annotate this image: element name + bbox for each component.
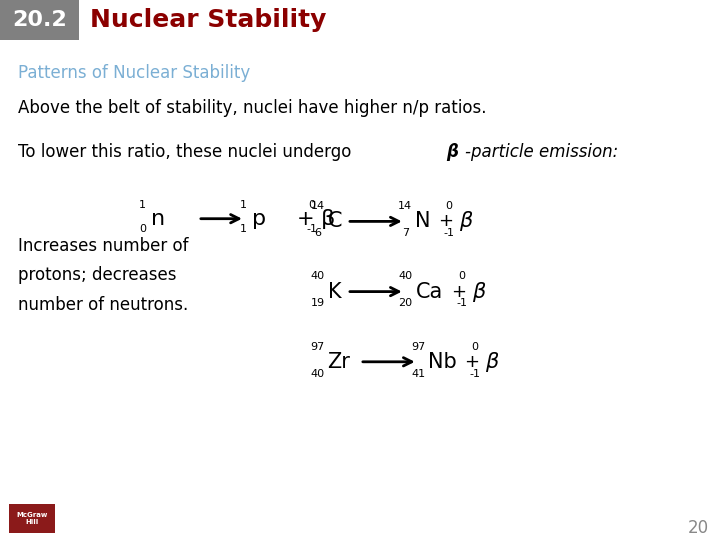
Text: N: N	[415, 211, 431, 232]
Text: 40: 40	[398, 272, 413, 281]
Text: number of neutrons.: number of neutrons.	[18, 296, 188, 314]
Text: Above the belt of stability, nuclei have higher n/p ratios.: Above the belt of stability, nuclei have…	[18, 99, 487, 117]
Text: protons; decreases: protons; decreases	[18, 266, 176, 285]
Text: 7: 7	[402, 228, 409, 238]
Text: 6: 6	[314, 228, 321, 238]
Text: To lower this ratio, these nuclei undergo: To lower this ratio, these nuclei underg…	[18, 143, 356, 161]
Text: -1: -1	[469, 369, 480, 379]
Text: 14: 14	[398, 201, 413, 211]
Text: Nb: Nb	[428, 352, 457, 372]
Text: 0: 0	[308, 200, 315, 210]
Text: β: β	[485, 352, 498, 372]
Text: 0: 0	[458, 272, 465, 281]
Text: 0: 0	[139, 225, 146, 234]
Text: 97: 97	[310, 342, 325, 352]
Text: 14: 14	[310, 201, 325, 211]
Text: +: +	[464, 353, 480, 371]
Text: K: K	[328, 281, 341, 302]
Text: C: C	[328, 211, 342, 232]
Text: Ca: Ca	[415, 281, 443, 302]
Text: β: β	[459, 211, 472, 232]
Text: p: p	[252, 208, 266, 229]
FancyBboxPatch shape	[9, 503, 55, 534]
Text: -1: -1	[306, 225, 318, 234]
Text: 19: 19	[310, 299, 325, 308]
Text: 97: 97	[411, 342, 426, 352]
FancyBboxPatch shape	[0, 0, 79, 40]
Text: Zr: Zr	[328, 352, 351, 372]
Text: +: +	[297, 208, 315, 229]
Text: 40: 40	[310, 369, 325, 379]
Text: Increases number of: Increases number of	[18, 237, 189, 255]
Text: 41: 41	[411, 369, 426, 379]
Text: β: β	[320, 208, 335, 229]
Text: n: n	[151, 208, 166, 229]
Text: 0: 0	[445, 201, 452, 211]
Text: 1: 1	[139, 200, 146, 210]
Text: β: β	[472, 281, 485, 302]
Text: -1: -1	[443, 228, 454, 238]
Text: β: β	[446, 143, 458, 161]
Text: +: +	[451, 282, 467, 301]
Text: 1: 1	[240, 200, 247, 210]
Text: McGraw
Hill: McGraw Hill	[17, 512, 48, 525]
Text: 40: 40	[310, 272, 325, 281]
Text: -1: -1	[456, 299, 467, 308]
Text: 0: 0	[471, 342, 478, 352]
Text: -particle emission:: -particle emission:	[465, 143, 618, 161]
Text: +: +	[438, 212, 454, 231]
Text: Nuclear Stability: Nuclear Stability	[90, 8, 326, 32]
Text: 1: 1	[240, 225, 247, 234]
Text: 20.2: 20.2	[12, 10, 67, 30]
Text: 20: 20	[688, 519, 709, 537]
Text: 20: 20	[398, 299, 413, 308]
Text: Patterns of Nuclear Stability: Patterns of Nuclear Stability	[18, 64, 251, 82]
